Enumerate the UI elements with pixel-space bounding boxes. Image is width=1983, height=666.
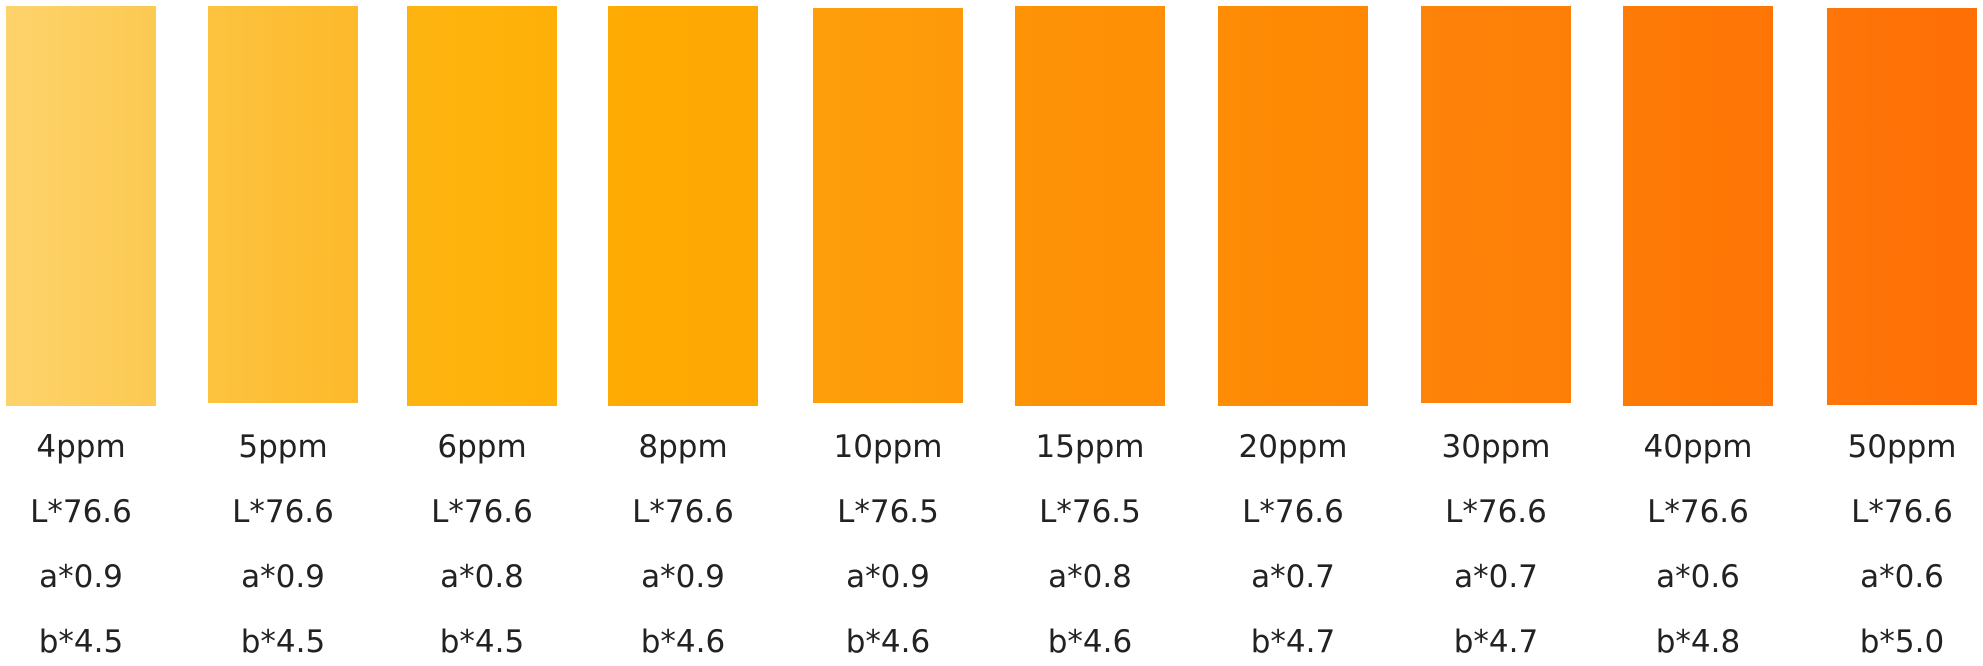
color-swatch — [608, 6, 758, 406]
sample-10ppm: 10ppm L*76.5 a*0.9 b*4.6 — [813, 0, 963, 666]
color-swatch — [1015, 6, 1165, 406]
concentration-label: 50ppm — [1847, 429, 1957, 465]
a-value: a*0.8 — [440, 559, 524, 595]
b-value: b*4.5 — [38, 624, 124, 660]
b-value: b*4.6 — [845, 624, 931, 660]
lightness-value: L*76.6 — [1242, 494, 1344, 530]
lightness-value: L*76.6 — [30, 494, 132, 530]
b-value: b*4.5 — [240, 624, 326, 660]
lightness-value: L*76.6 — [431, 494, 533, 530]
b-value: b*4.7 — [1453, 624, 1539, 660]
lightness-value: L*76.6 — [232, 494, 334, 530]
concentration-label: 40ppm — [1643, 429, 1753, 465]
sample-6ppm: 6ppm L*76.6 a*0.8 b*4.5 — [407, 0, 557, 666]
a-value: a*0.6 — [1656, 559, 1740, 595]
lightness-value: L*76.5 — [837, 494, 939, 530]
sample-20ppm: 20ppm L*76.6 a*0.7 b*4.7 — [1218, 0, 1368, 666]
concentration-label: 5ppm — [238, 429, 328, 465]
b-value: b*4.7 — [1250, 624, 1336, 660]
b-value: b*4.6 — [640, 624, 726, 660]
a-value: a*0.9 — [39, 559, 123, 595]
color-swatch — [407, 6, 557, 406]
a-value: a*0.7 — [1454, 559, 1538, 595]
concentration-label: 4ppm — [36, 429, 126, 465]
color-swatch — [1623, 6, 1773, 406]
sample-40ppm: 40ppm L*76.6 a*0.6 b*4.8 — [1623, 0, 1773, 666]
concentration-label: 30ppm — [1441, 429, 1551, 465]
a-value: a*0.9 — [641, 559, 725, 595]
sample-15ppm: 15ppm L*76.5 a*0.8 b*4.6 — [1015, 0, 1165, 666]
color-swatch — [1218, 6, 1368, 406]
concentration-label: 6ppm — [437, 429, 527, 465]
lightness-value: L*76.5 — [1039, 494, 1141, 530]
b-value: b*4.5 — [439, 624, 525, 660]
lightness-value: L*76.6 — [1647, 494, 1749, 530]
color-swatch — [1421, 6, 1571, 403]
sample-4ppm: 4ppm L*76.6 a*0.9 b*4.5 — [6, 0, 156, 666]
sample-8ppm: 8ppm L*76.6 a*0.9 b*4.6 — [608, 0, 758, 666]
sample-50ppm: 50ppm L*76.6 a*0.6 b*5.0 — [1827, 0, 1977, 666]
color-swatch — [813, 8, 963, 403]
a-value: a*0.9 — [241, 559, 325, 595]
sample-5ppm: 5ppm L*76.6 a*0.9 b*4.5 — [208, 0, 358, 666]
a-value: a*0.6 — [1860, 559, 1944, 595]
color-swatch — [208, 6, 358, 403]
concentration-label: 20ppm — [1238, 429, 1348, 465]
concentration-label: 10ppm — [833, 429, 943, 465]
color-swatch — [6, 6, 156, 406]
a-value: a*0.8 — [1048, 559, 1132, 595]
color-swatch — [1827, 8, 1977, 405]
lightness-value: L*76.6 — [632, 494, 734, 530]
b-value: b*4.6 — [1047, 624, 1133, 660]
lightness-value: L*76.6 — [1851, 494, 1953, 530]
b-value: b*4.8 — [1655, 624, 1741, 660]
concentration-label: 15ppm — [1035, 429, 1145, 465]
a-value: a*0.9 — [846, 559, 930, 595]
sample-30ppm: 30ppm L*76.6 a*0.7 b*4.7 — [1421, 0, 1571, 666]
b-value: b*5.0 — [1859, 624, 1945, 660]
concentration-label: 8ppm — [638, 429, 728, 465]
lightness-value: L*76.6 — [1445, 494, 1547, 530]
a-value: a*0.7 — [1251, 559, 1335, 595]
